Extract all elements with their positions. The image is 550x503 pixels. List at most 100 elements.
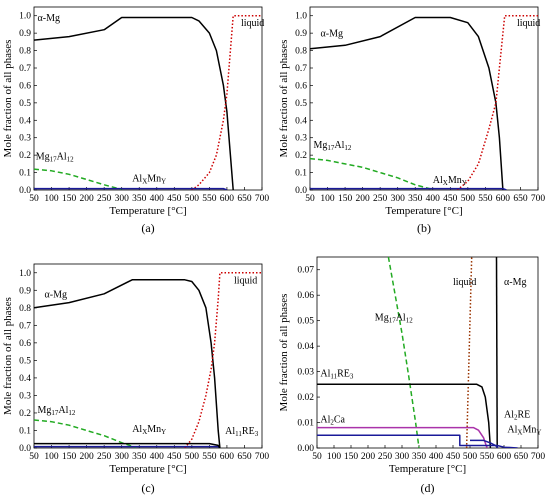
y-tick-label: 0.2 (19, 409, 31, 419)
y-tick-label: 0.4 (295, 116, 307, 126)
x-tick-label: 550 (478, 194, 493, 204)
x-tick-label: 300 (391, 194, 406, 204)
x-tick-label: 50 (29, 194, 39, 204)
phase-label: AlXMnY (507, 425, 541, 437)
x-tick-label: 650 (513, 194, 528, 204)
series-line-al11re3 (317, 383, 492, 448)
y-tick-label: 0.8 (295, 47, 307, 57)
x-tick-label: 450 (446, 452, 461, 462)
x-tick-label: 450 (167, 452, 182, 462)
x-tick-label: 550 (202, 452, 217, 462)
x-tick-label: 200 (79, 194, 94, 204)
x-tick-label: 650 (237, 452, 252, 462)
phase-label: α-Mg (38, 13, 60, 24)
x-tick-label: 500 (185, 452, 200, 462)
series-line-liquid (191, 14, 262, 190)
x-tick-label: 400 (150, 452, 165, 462)
series-line-mg17al12 (310, 157, 433, 190)
y-tick-label: 0.6 (19, 339, 31, 349)
x-tick-label: 50 (29, 452, 39, 462)
x-tick-label: 150 (344, 452, 359, 462)
y-tick-label: 0.8 (19, 304, 31, 314)
phase-label: Al11RE3 (320, 369, 354, 381)
y-tick-label: 0.1 (19, 169, 31, 179)
phase-label: Mg17Al12 (38, 405, 76, 417)
x-axis-label: Temperature [°C] (389, 463, 466, 475)
y-tick-label: 0.6 (295, 81, 307, 91)
y-tick-label: 0.0 (19, 444, 31, 454)
panel-caption: (b) (417, 221, 431, 235)
x-tick-label: 200 (355, 194, 370, 204)
x-tick-label: 500 (463, 452, 478, 462)
x-tick-label: 350 (408, 194, 423, 204)
plot-frame (309, 6, 539, 191)
chart-panel-d: 50 100 150 200 250 300 350 400 450 500 550 600 650 70… (278, 256, 545, 495)
x-tick-label: 350 (132, 194, 147, 204)
y-tick-label: 0.5 (295, 99, 307, 109)
y-tick-label: 0.2 (19, 151, 31, 161)
plot-frame (316, 256, 539, 449)
y-tick-label: 0.07 (297, 266, 314, 276)
x-tick-label: 100 (327, 452, 342, 462)
phase-label: α-Mg (321, 29, 343, 40)
series-line-al2re (470, 439, 499, 448)
y-axis-label: Mole fraction of all phases (278, 294, 290, 412)
phase-label: liquid (517, 18, 540, 29)
series-line-al11re3 (34, 442, 221, 448)
phase-label: α-Mg (504, 277, 526, 288)
y-tick-label: 0.3 (19, 134, 31, 144)
x-tick-label: 250 (373, 194, 388, 204)
series-line-mg17al12 (34, 419, 136, 448)
y-tick-label: 0.3 (295, 134, 307, 144)
phase-label: Al2Ca (320, 415, 345, 427)
x-tick-label: 350 (412, 452, 427, 462)
phase-label: Mg17Al12 (375, 313, 413, 325)
x-tick-label: 650 (514, 452, 529, 462)
x-tick-label: 600 (497, 452, 512, 462)
x-tick-label: 500 (185, 194, 200, 204)
x-tick-label: 650 (237, 194, 252, 204)
series-line-alxmny (34, 187, 228, 190)
phase-label: liquid (234, 275, 257, 286)
phase-label: AlXMnY (132, 424, 166, 436)
chart-panel-b: 50 100 150 200 250 300 350 400 450 500 550 600 650 70… (278, 6, 546, 235)
series-line-mg (495, 257, 498, 448)
y-tick-label: 0.3 (19, 391, 31, 401)
series-line-mg (34, 279, 221, 448)
y-tick-label: 0.5 (19, 356, 31, 366)
y-tick-label: 0.5 (19, 99, 31, 109)
phase-label: liquid (241, 18, 264, 29)
x-tick-label: 700 (531, 194, 546, 204)
x-tick-label: 450 (167, 194, 182, 204)
plot-frame (33, 263, 263, 449)
series-line-mg17al12 (387, 257, 420, 448)
x-tick-label: 250 (97, 194, 112, 204)
series-group (34, 14, 262, 190)
phase-label: α-Mg (45, 289, 67, 300)
series-line-mg17al12 (34, 168, 122, 190)
x-tick-label: 50 (305, 194, 315, 204)
y-tick-label: 0.02 (297, 393, 314, 403)
x-axis-label: Temperature [°C] (109, 463, 186, 475)
x-tick-label: 300 (395, 452, 410, 462)
x-tick-label: 350 (132, 452, 147, 462)
x-tick-label: 600 (220, 452, 235, 462)
y-axis-label: Mole fraction of all phases (2, 297, 14, 415)
series-line-alxmny (317, 434, 518, 448)
series-group (310, 14, 538, 190)
x-tick-label: 400 (426, 194, 441, 204)
x-tick-label: 500 (461, 194, 476, 204)
x-tick-label: 250 (378, 452, 393, 462)
x-tick-label: 200 (79, 452, 94, 462)
phase-label: Al2RE (504, 409, 530, 421)
y-tick-label: 0.01 (297, 419, 314, 429)
chart-panel-a: 50 100 150 200 250 300 350 400 450 500 550 600 650 70… (2, 6, 269, 235)
series-line-alxmny (310, 187, 507, 190)
x-tick-label: 100 (44, 194, 59, 204)
x-tick-label: 100 (320, 194, 335, 204)
series-line-mg (310, 16, 504, 190)
phase-label: Al11RE3 (225, 426, 259, 438)
series-line-liquid (465, 257, 473, 448)
x-tick-label: 600 (220, 194, 235, 204)
plot-frame (33, 6, 263, 191)
